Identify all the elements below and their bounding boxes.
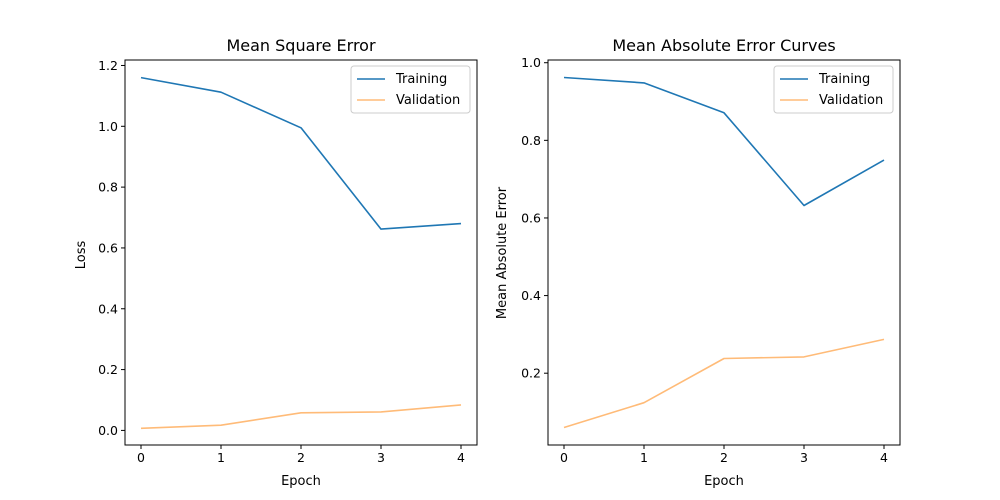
y-tick-label: 1.0 — [521, 55, 541, 70]
series-line-validation — [140, 404, 462, 430]
chart-title: Mean Absolute Error Curves — [612, 36, 835, 55]
y-tick-label: 0.8 — [521, 133, 541, 148]
legend-label-validation: Validation — [396, 93, 460, 108]
chart-title: Mean Square Error — [226, 36, 376, 55]
x-tick-label: 4 — [457, 450, 465, 465]
legend-label-training: Training — [818, 72, 870, 87]
legend: Training Validation — [350, 65, 471, 114]
x-axis-label: Epoch — [281, 474, 321, 489]
ticks-group: 0 1 2 3 4 0.0 0.2 0.4 0.6 0.8 1.0 1.2 — [98, 58, 465, 465]
series-line-training — [140, 76, 462, 230]
mae-chart-panel: Mean Absolute Error Curves Epoch Mean Ab… — [495, 36, 901, 489]
series-group — [563, 76, 885, 429]
plot-area-frame — [547, 59, 901, 446]
x-tick-label: 2 — [297, 450, 305, 465]
legend-label-training: Training — [395, 72, 447, 87]
y-axis-label: Mean Absolute Error — [495, 186, 510, 319]
y-axis-label: Loss — [74, 241, 89, 270]
y-tick-label: 0.4 — [98, 301, 118, 316]
x-tick-label: 0 — [137, 450, 145, 465]
x-tick-label: 1 — [640, 450, 648, 465]
y-tick-label: 0.2 — [98, 362, 118, 377]
x-axis-label: Epoch — [704, 474, 744, 489]
x-tick-label: 0 — [560, 450, 568, 465]
series-line-validation — [563, 338, 885, 429]
x-tick-label: 3 — [800, 450, 808, 465]
y-tick-label: 0.2 — [521, 366, 541, 381]
plot-area-frame — [124, 59, 478, 446]
legend-box — [773, 65, 894, 114]
x-tick-label: 2 — [720, 450, 728, 465]
y-tick-label: 0.8 — [98, 180, 118, 195]
series-group — [140, 76, 462, 430]
legend-label-validation: Validation — [819, 93, 883, 108]
y-tick-label: 1.0 — [98, 119, 118, 134]
series-line-training — [563, 76, 885, 207]
legend-box — [350, 65, 471, 114]
y-tick-label: 0.0 — [98, 423, 118, 438]
y-tick-label: 0.6 — [521, 210, 541, 225]
legend: Training Validation — [773, 65, 894, 114]
ticks-group: 0 1 2 3 4 0.2 0.4 0.6 0.8 1.0 — [521, 55, 888, 465]
x-tick-label: 3 — [377, 450, 385, 465]
x-tick-label: 4 — [880, 450, 888, 465]
y-tick-label: 0.6 — [98, 240, 118, 255]
mse-chart-panel: Mean Square Error Epoch Loss 0 1 2 3 4 0.0 0.2… — [74, 36, 478, 489]
x-tick-label: 1 — [217, 450, 225, 465]
y-tick-label: 0.4 — [521, 288, 541, 303]
y-tick-label: 1.2 — [98, 58, 118, 73]
